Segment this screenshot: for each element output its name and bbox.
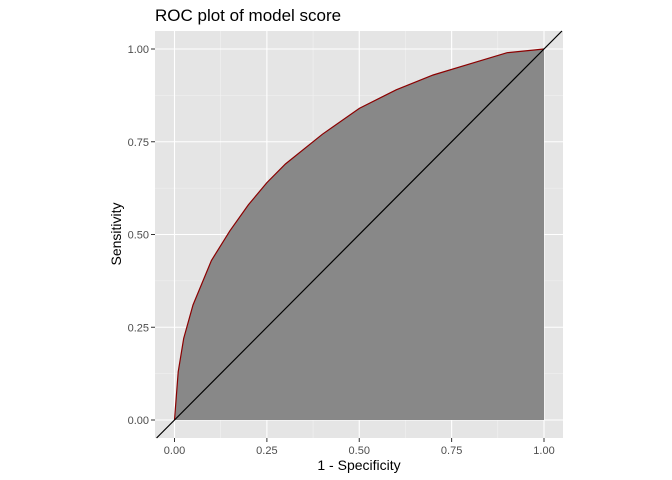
y-tick-label: 0.75 [128,137,149,149]
x-tick-label: 0.75 [441,445,462,457]
roc-curve [173,48,545,421]
x-tick-label: 0.25 [256,445,277,457]
y-tick-label: 0.25 [128,322,149,334]
x-tick-label: 0.00 [164,445,185,457]
x-tick-label: 1.00 [533,445,554,457]
x-tick-label: 0.50 [349,445,370,457]
chart-title: ROC plot of model score [155,6,341,25]
x-axis-title: 1 - Specificity [317,457,400,473]
y-tick-label: 1.00 [128,44,149,56]
x-axis-ticks: 0.00 0.25 0.50 0.75 1.00 [164,438,555,457]
y-axis-title: Sensitivity [108,202,124,265]
y-tick-label: 0.00 [128,415,149,427]
diagonal-reference-line [156,30,563,439]
y-tick-label: 0.50 [128,230,149,242]
y-axis-ticks: 0.00 0.25 0.50 0.75 1.00 [128,44,155,427]
